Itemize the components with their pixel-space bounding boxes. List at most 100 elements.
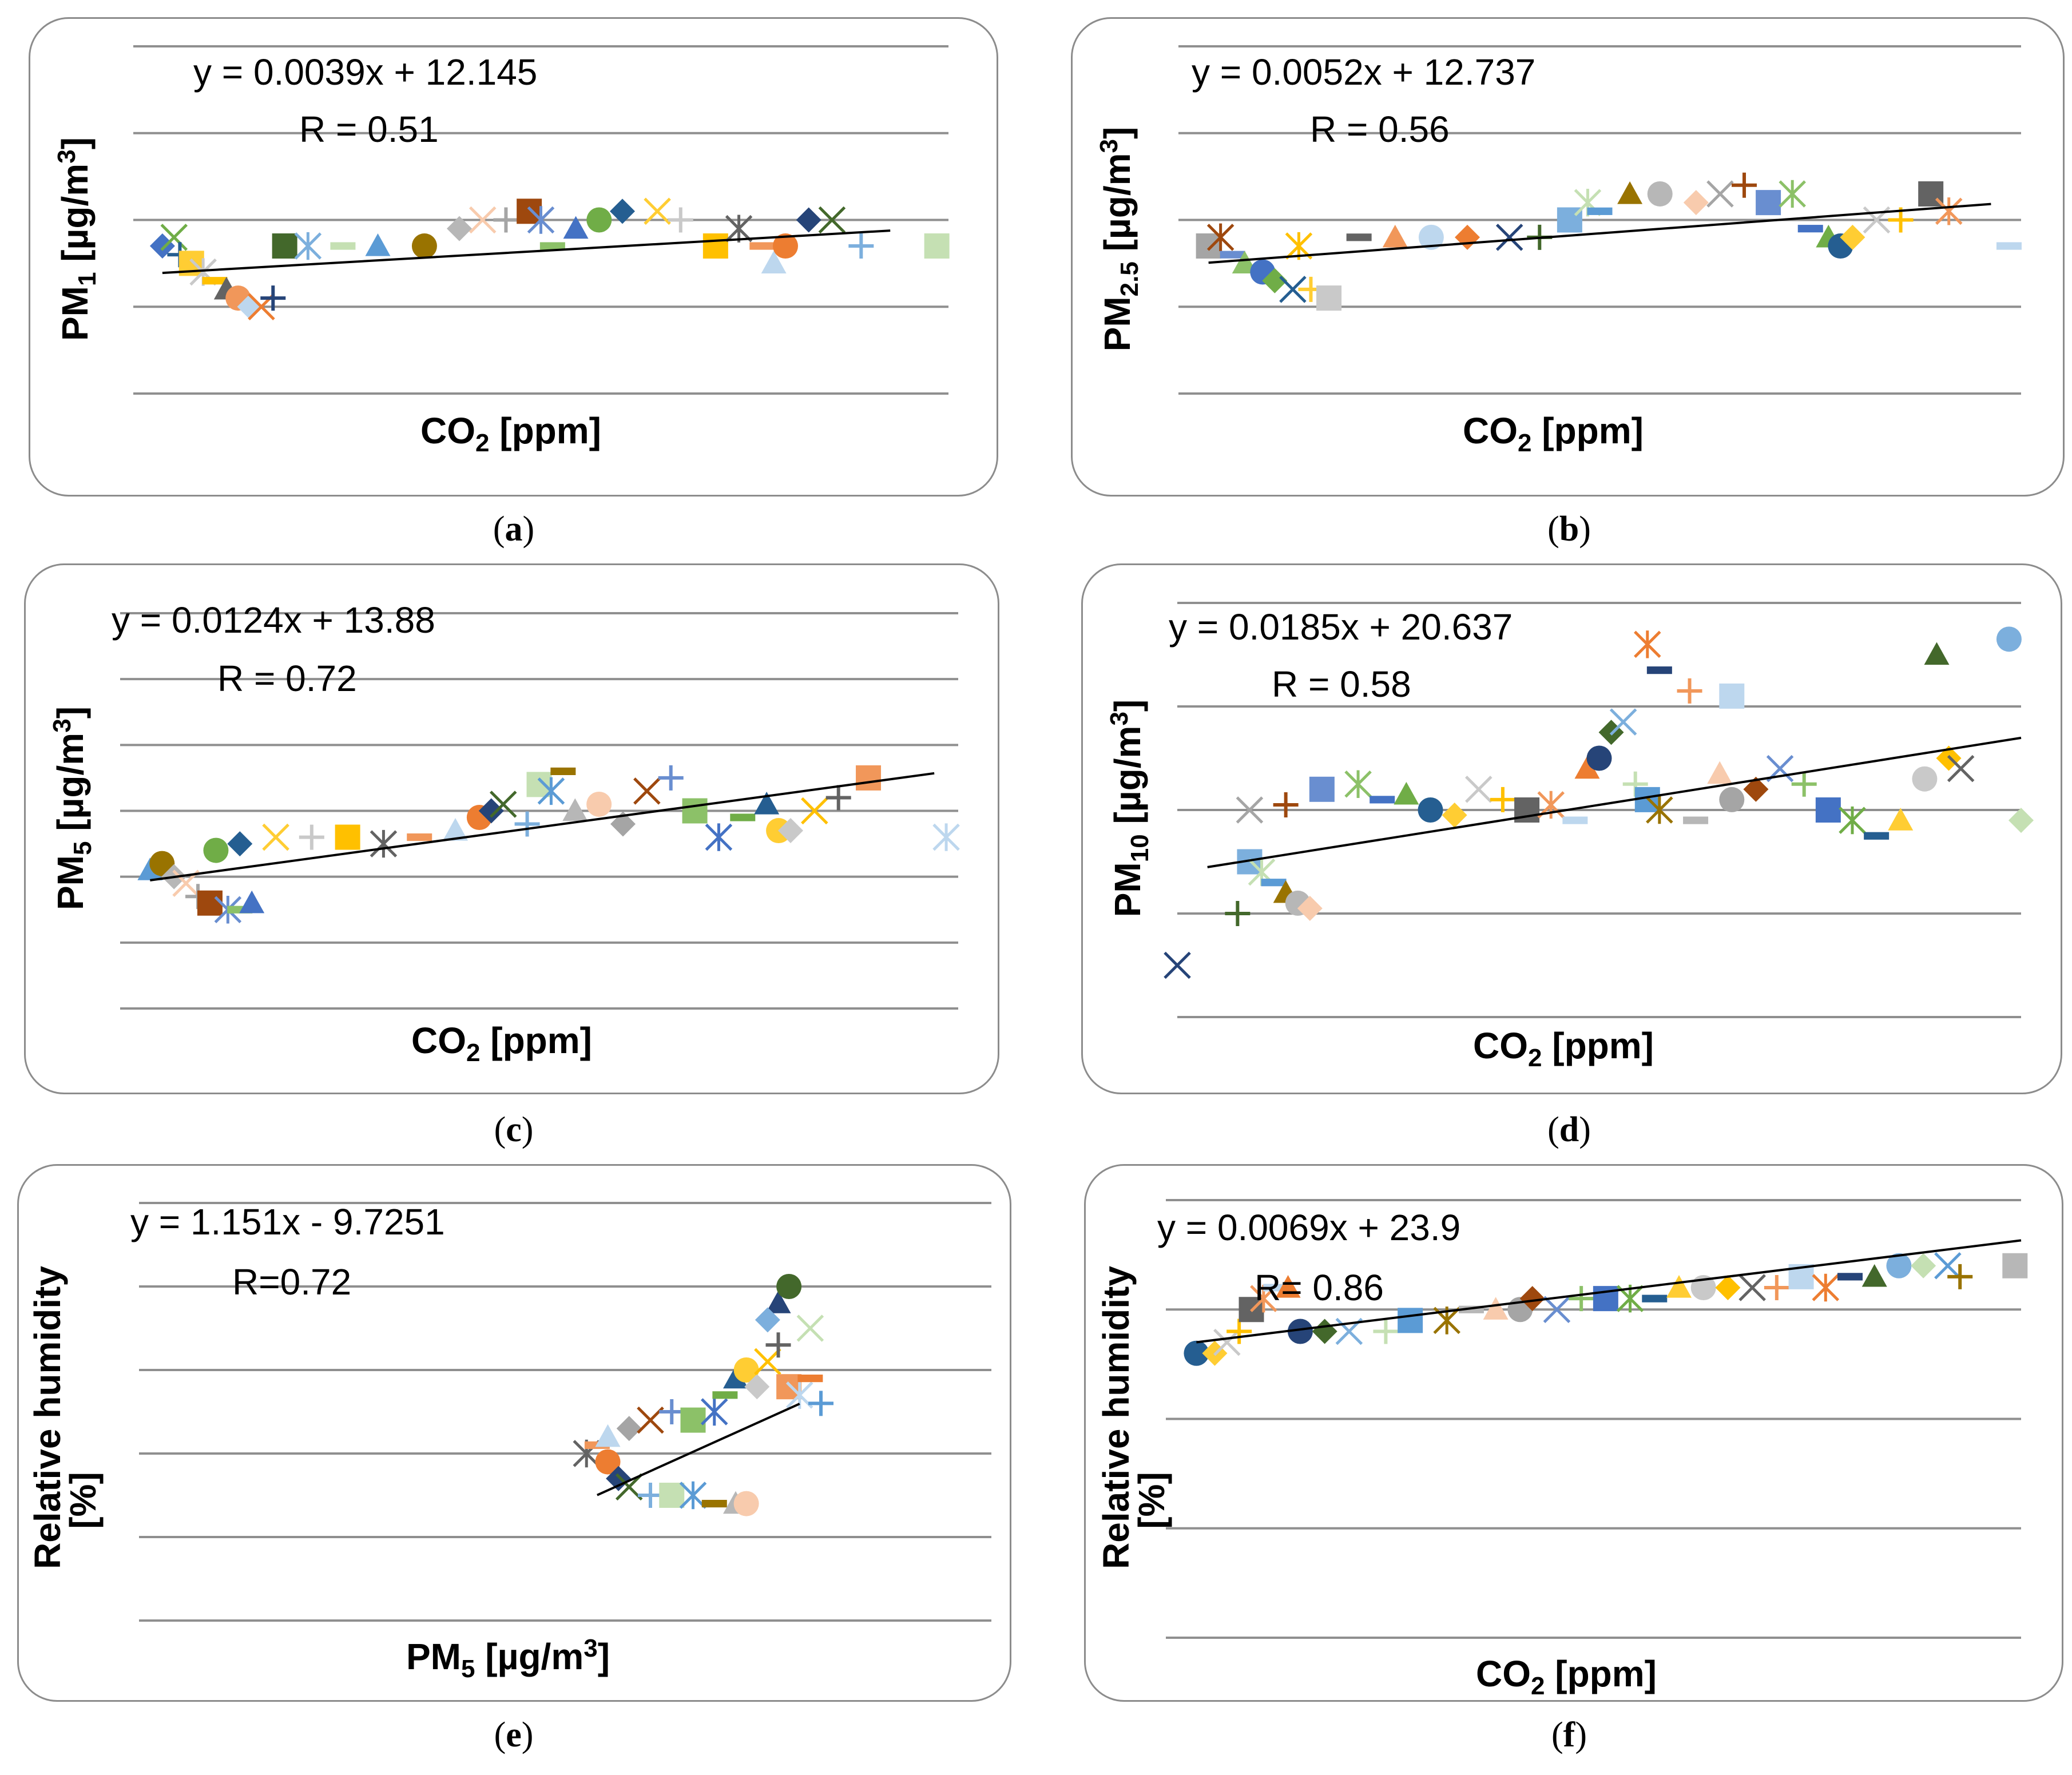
data-point (659, 1399, 685, 1424)
data-point (616, 1416, 642, 1442)
data-point (517, 198, 542, 224)
data-point (638, 1483, 663, 1508)
trendline-a (162, 229, 891, 275)
data-point (749, 242, 775, 250)
data-point (1764, 1275, 1789, 1300)
data-point (615, 1473, 643, 1501)
data-point (680, 1407, 706, 1433)
data-point (160, 224, 188, 251)
data-point (776, 1374, 802, 1400)
data-point (202, 277, 228, 285)
data-point (932, 823, 960, 851)
data-point (1346, 233, 1372, 241)
data-point (818, 206, 846, 234)
sublabel-a: (a) (493, 510, 535, 549)
data-point (796, 207, 821, 233)
data-point (733, 1491, 759, 1516)
y-axis-label-b: PM2.5 [µg/m3] (1095, 127, 1144, 352)
points-a (149, 197, 950, 321)
svg-text:[%]: [%] (62, 1472, 104, 1529)
data-point (1935, 197, 1963, 225)
data-point (469, 206, 497, 234)
data-point (1683, 190, 1709, 216)
data-point (1888, 808, 1914, 831)
data-point (733, 1357, 759, 1383)
data-point (610, 198, 635, 224)
data-point (1586, 745, 1612, 771)
chart-a: y = 0.0039x + 12.145 R = 0.51 CO2 [ppm] PM1… (53, 45, 950, 457)
data-point (1490, 787, 1515, 812)
chart-panel-b: y = 0.0052x + 12.737 R = 0.56 CO2 [ppm] PM2… (1071, 17, 2065, 497)
data-point (1837, 1273, 1863, 1281)
data-point (682, 798, 708, 824)
equation-e: y = 1.151x - 9.7251 (130, 1201, 445, 1242)
data-point (1707, 761, 1733, 784)
x-axis-label-b: CO2 [ppm] (1463, 410, 1644, 457)
data-point (1779, 180, 1806, 208)
data-point (1797, 225, 1823, 233)
data-point (725, 215, 753, 243)
data-point (1562, 816, 1588, 824)
data-point (1225, 901, 1251, 926)
data-point (335, 824, 360, 850)
data-point (1934, 1252, 1962, 1280)
r-value-f: R= 0.86 (1255, 1267, 1384, 1308)
data-point (563, 216, 589, 239)
chart-panel-c: y = 0.0124x + 13.88 R = 0.72 CO2 [ppm] PM5 … (24, 563, 999, 1094)
data-point (765, 1290, 791, 1313)
data-point (1418, 224, 1444, 250)
data-point (1519, 1286, 1545, 1312)
data-point (1812, 1273, 1840, 1302)
data-point (1382, 224, 1408, 248)
r-value-a: R = 0.51 (299, 109, 439, 150)
data-point (539, 242, 565, 250)
data-point (294, 232, 322, 260)
data-point (365, 233, 391, 256)
data-point (712, 1391, 738, 1399)
data-point (924, 233, 950, 259)
data-point (1815, 797, 1841, 823)
y-axis-label-a: PM1 [µg/m3] (53, 137, 101, 341)
data-point (1196, 233, 1221, 259)
data-point (1398, 1308, 1423, 1333)
data-point (808, 1391, 833, 1416)
data-point (1370, 796, 1395, 804)
data-point (1719, 683, 1745, 709)
data-point (1418, 797, 1443, 823)
data-point (1164, 951, 1191, 979)
data-point (562, 798, 588, 821)
data-point (1756, 190, 1781, 216)
svg-text:Relative humidity: Relative humidity (27, 1266, 68, 1569)
data-point (1316, 285, 1342, 311)
points-e (573, 1274, 833, 1516)
data-point (825, 785, 851, 811)
svg-text:PM5 [µg/m3]: PM5 [µg/m3] (48, 706, 97, 910)
data-point (744, 1374, 770, 1400)
x-axis-label-f: CO2 [ppm] (1476, 1653, 1657, 1700)
data-point (1220, 251, 1245, 259)
trendline-f (1196, 1239, 2022, 1344)
data-point (586, 207, 612, 233)
data-point (1213, 1328, 1241, 1356)
data-point (1465, 776, 1493, 803)
data-point (370, 829, 398, 858)
data-point (1642, 1294, 1668, 1303)
data-point (723, 1365, 748, 1389)
data-point (1861, 1264, 1887, 1287)
r-value-c: R = 0.72 (217, 658, 357, 699)
data-point (754, 1348, 781, 1376)
trendline-e (597, 1403, 800, 1496)
data-point (1886, 1253, 1912, 1278)
data-point (700, 1397, 728, 1426)
data-point (633, 777, 661, 805)
data-point (1647, 181, 1673, 207)
svg-text:Relative humidity: Relative humidity (1095, 1266, 1137, 1569)
data-point (1996, 626, 2022, 652)
svg-text:PM10 [µg/m3]: PM10 [µg/m3] (1105, 700, 1154, 918)
data-point (1732, 172, 1757, 198)
data-point (1924, 642, 1950, 665)
data-point (856, 765, 882, 791)
data-point (330, 242, 356, 250)
data-point (1373, 1319, 1399, 1344)
data-point (537, 777, 565, 805)
